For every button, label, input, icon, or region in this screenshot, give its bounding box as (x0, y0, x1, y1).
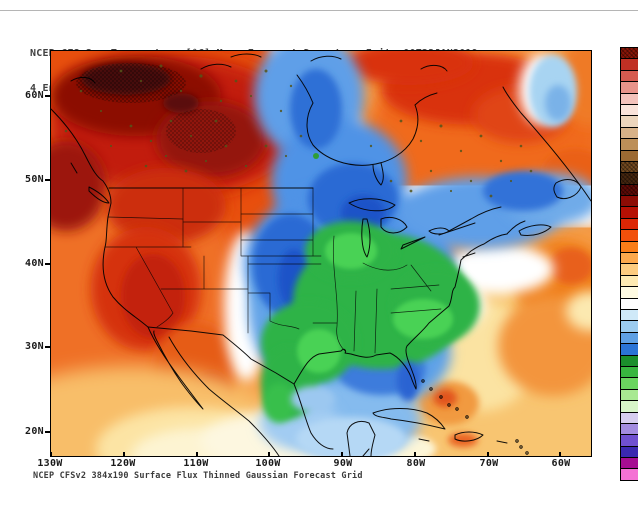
colorbar-cell (621, 196, 638, 208)
colorbar-cell (621, 127, 638, 140)
x-tick-mark (487, 452, 489, 457)
colorbar-cell (621, 378, 638, 390)
map-canvas (51, 51, 591, 456)
colorbar-cell (621, 207, 638, 219)
x-axis-label: 120W (110, 458, 136, 469)
y-axis-label: 40N (25, 258, 44, 269)
y-tick-mark (45, 179, 50, 181)
colorbar-cell (621, 401, 638, 413)
y-axis-label: 60N (25, 90, 44, 101)
y-tick-mark (45, 263, 50, 265)
neutral-mexico-region (51, 366, 371, 456)
colorbar-cell (621, 412, 638, 424)
y-axis-label: 30N (25, 341, 44, 352)
colorbar-cell (621, 264, 638, 276)
cold-green-core-region (261, 153, 480, 423)
colorbar-cell (621, 150, 638, 162)
colorbar-cell (621, 458, 638, 470)
colorbar-cell (621, 389, 638, 402)
colorbar-cell (621, 332, 638, 345)
colorbar-cell (621, 104, 638, 117)
colorbar-cell (621, 241, 638, 254)
colorbar-cell (621, 82, 638, 94)
colorbar-cell (621, 253, 638, 265)
x-axis-label: 90W (333, 458, 353, 469)
colorbar (620, 47, 638, 481)
colorbar-cell (621, 173, 638, 185)
x-tick-mark (341, 452, 343, 457)
x-tick-mark (559, 452, 561, 457)
colorbar-cell (621, 70, 638, 83)
temperature-anomaly-map (50, 50, 592, 457)
hatched-extreme-warm (76, 63, 236, 153)
y-tick-mark (45, 431, 50, 433)
colorbar-cell (621, 139, 638, 151)
y-axis-label: 20N (25, 426, 44, 437)
x-tick-mark (414, 452, 416, 457)
colorbar-cell (621, 230, 638, 242)
y-tick-mark (45, 95, 50, 97)
colorbar-cell (621, 355, 638, 367)
x-axis-label: 100W (255, 458, 281, 469)
x-axis-label: 110W (183, 458, 209, 469)
y-tick-mark (45, 346, 50, 348)
state-borders (104, 187, 442, 354)
colorbar-cell (621, 446, 638, 459)
grid-caption: NCEP CFSv2 384x190 Surface Flux Thinned … (33, 471, 363, 481)
x-tick-mark (268, 452, 270, 457)
colorbar-cell (621, 469, 638, 480)
colorbar-cell (621, 48, 638, 60)
coastlines-and-borders (51, 53, 591, 456)
y-axis-label: 50N (25, 174, 44, 185)
colorbar-cell (621, 366, 638, 379)
lake-speckles (64, 64, 533, 198)
colorbar-cell (621, 59, 638, 71)
colorbar-cell (621, 287, 638, 299)
x-axis-label: 130W (37, 458, 63, 469)
colorbar-cell (621, 298, 638, 310)
colorbar-cell (621, 275, 638, 288)
x-axis-label: 60W (551, 458, 571, 469)
x-tick-mark (50, 452, 52, 457)
colorbar-cell (621, 309, 638, 322)
colorbar-cell (621, 184, 638, 197)
colorbar-cell (621, 344, 638, 356)
colorbar-cell (621, 218, 638, 231)
colorbar-cell (621, 423, 638, 436)
colorbar-cell (621, 321, 638, 333)
colorbar-cell (621, 116, 638, 128)
x-tick-mark (196, 452, 198, 457)
x-axis-label: 80W (406, 458, 426, 469)
colorbar-cell (621, 161, 638, 174)
x-axis-label: 70W (479, 458, 499, 469)
x-tick-mark (123, 452, 125, 457)
colorbar-cell (621, 435, 638, 447)
colorbar-cell (621, 93, 638, 105)
window-top-divider (0, 10, 638, 11)
